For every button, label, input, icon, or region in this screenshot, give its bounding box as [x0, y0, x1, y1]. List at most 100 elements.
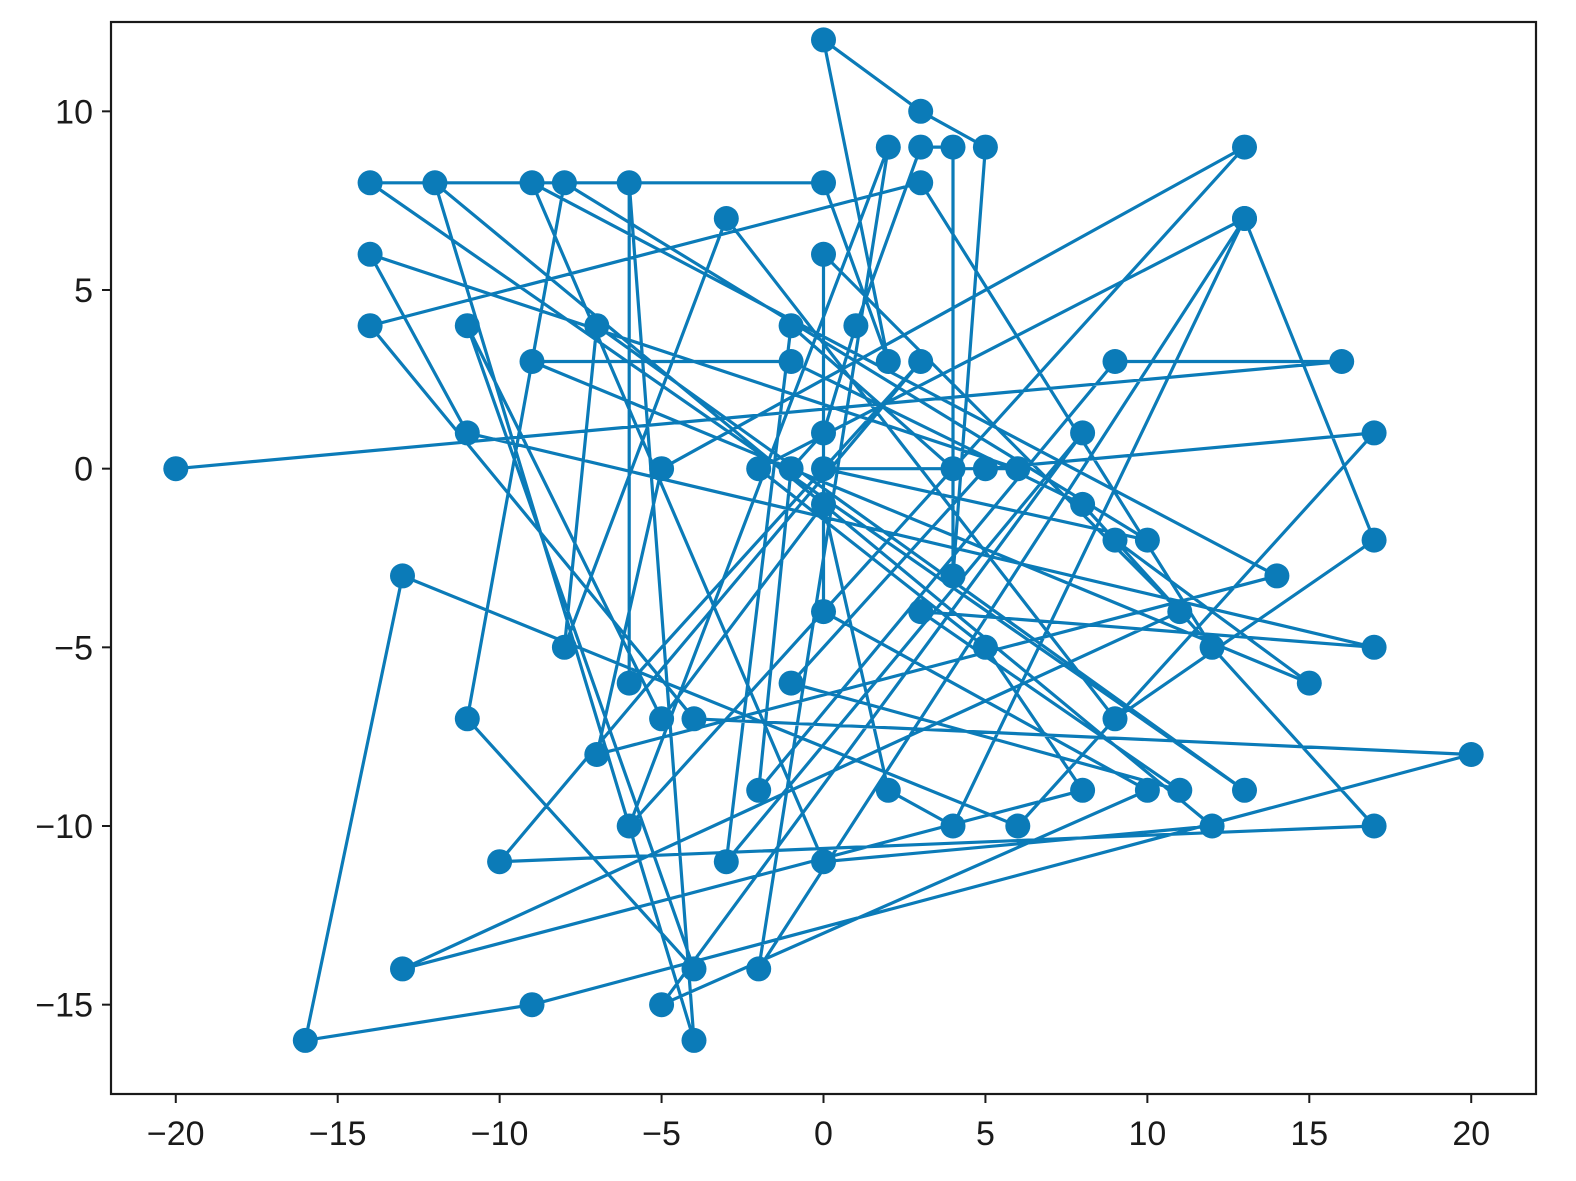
- data-point: [454, 420, 480, 446]
- data-point: [1070, 420, 1096, 446]
- data-point: [681, 1027, 707, 1053]
- data-point: [811, 849, 836, 875]
- data-point: [584, 313, 610, 339]
- data-point: [1264, 563, 1290, 589]
- data-point: [811, 241, 836, 267]
- data-point: [778, 313, 804, 339]
- data-point: [649, 706, 675, 732]
- data-point: [1167, 599, 1193, 625]
- data-point: [746, 777, 772, 803]
- data-point: [908, 349, 934, 374]
- data-point: [972, 634, 998, 660]
- data-point: [811, 599, 836, 625]
- data-point: [1458, 742, 1484, 767]
- y-axis: 10 5 0 −5 −10 −15: [35, 93, 111, 1025]
- data-point: [875, 134, 901, 160]
- data-point: [713, 849, 739, 875]
- data-point: [519, 349, 545, 374]
- data-point: [357, 313, 383, 339]
- data-point: [1102, 349, 1128, 374]
- data-point: [1361, 527, 1387, 553]
- data-point: [811, 170, 836, 196]
- data-point: [357, 241, 383, 267]
- data-point: [811, 27, 836, 53]
- data-point: [1005, 456, 1031, 482]
- data-point: [487, 849, 513, 875]
- data-point: [875, 349, 901, 374]
- y-tick-label: 5: [74, 272, 93, 310]
- data-point: [908, 599, 934, 625]
- data-point: [519, 992, 545, 1018]
- data-point: [940, 563, 966, 589]
- x-tick-label: 0: [814, 1115, 833, 1153]
- data-point: [908, 134, 934, 160]
- data-point: [454, 313, 480, 339]
- data-point: [778, 349, 804, 374]
- data-point: [908, 170, 934, 196]
- data-point: [1361, 634, 1387, 660]
- x-axis: −20 −15 −10 −5 0 5 10 15 20: [147, 1094, 1490, 1153]
- data-point: [811, 491, 836, 517]
- data-point: [551, 634, 577, 660]
- data-point: [843, 313, 869, 339]
- data-point: [778, 670, 804, 696]
- data-point: [746, 956, 772, 982]
- data-point: [972, 456, 998, 482]
- y-tick-label: −15: [35, 987, 93, 1025]
- data-point: [649, 992, 675, 1018]
- data-point: [1361, 813, 1387, 839]
- data-point: [681, 956, 707, 982]
- data-point: [681, 706, 707, 732]
- data-point: [616, 170, 642, 196]
- data-point: [1296, 670, 1322, 696]
- data-point: [1329, 349, 1355, 374]
- data-point: [1167, 777, 1193, 803]
- data-point: [1199, 813, 1225, 839]
- data-point: [163, 456, 189, 482]
- data-point: [1134, 527, 1160, 553]
- data-point: [940, 813, 966, 839]
- data-point: [616, 813, 642, 839]
- data-point: [972, 134, 998, 160]
- data-point: [713, 206, 739, 231]
- y-tick-label: −10: [35, 808, 93, 846]
- series-layer: [163, 27, 1484, 1053]
- data-point: [1232, 777, 1257, 803]
- data-point: [940, 456, 966, 482]
- data-point: [616, 670, 642, 696]
- data-point: [390, 956, 415, 982]
- data-point: [357, 170, 383, 196]
- x-tick-label: 5: [976, 1115, 995, 1153]
- data-point: [1361, 420, 1387, 446]
- data-point: [1005, 813, 1031, 839]
- data-point: [811, 456, 836, 482]
- x-tick-label: −5: [642, 1115, 681, 1153]
- y-tick-label: 0: [74, 451, 93, 489]
- data-point: [908, 98, 934, 124]
- x-tick-label: −20: [147, 1115, 205, 1153]
- data-point: [940, 134, 966, 160]
- data-point: [422, 170, 448, 196]
- x-tick-label: −10: [471, 1115, 529, 1153]
- data-point: [519, 170, 545, 196]
- data-point: [649, 456, 675, 482]
- data-point: [584, 742, 610, 767]
- data-point: [811, 420, 836, 446]
- data-point: [1070, 491, 1096, 517]
- data-point: [1199, 634, 1225, 660]
- x-tick-label: 15: [1290, 1115, 1328, 1153]
- data-point: [1070, 777, 1096, 803]
- y-tick-label: 10: [55, 93, 93, 131]
- x-tick-label: 10: [1128, 1115, 1166, 1153]
- x-tick-label: −15: [309, 1115, 367, 1153]
- data-point: [551, 170, 577, 196]
- y-tick-label: −5: [54, 629, 93, 667]
- data-point: [875, 777, 901, 803]
- data-point: [1102, 527, 1128, 553]
- data-point: [454, 706, 480, 732]
- data-point: [1134, 777, 1160, 803]
- data-point: [1232, 206, 1257, 231]
- data-point: [1102, 706, 1128, 732]
- x-tick-label: 20: [1452, 1115, 1490, 1153]
